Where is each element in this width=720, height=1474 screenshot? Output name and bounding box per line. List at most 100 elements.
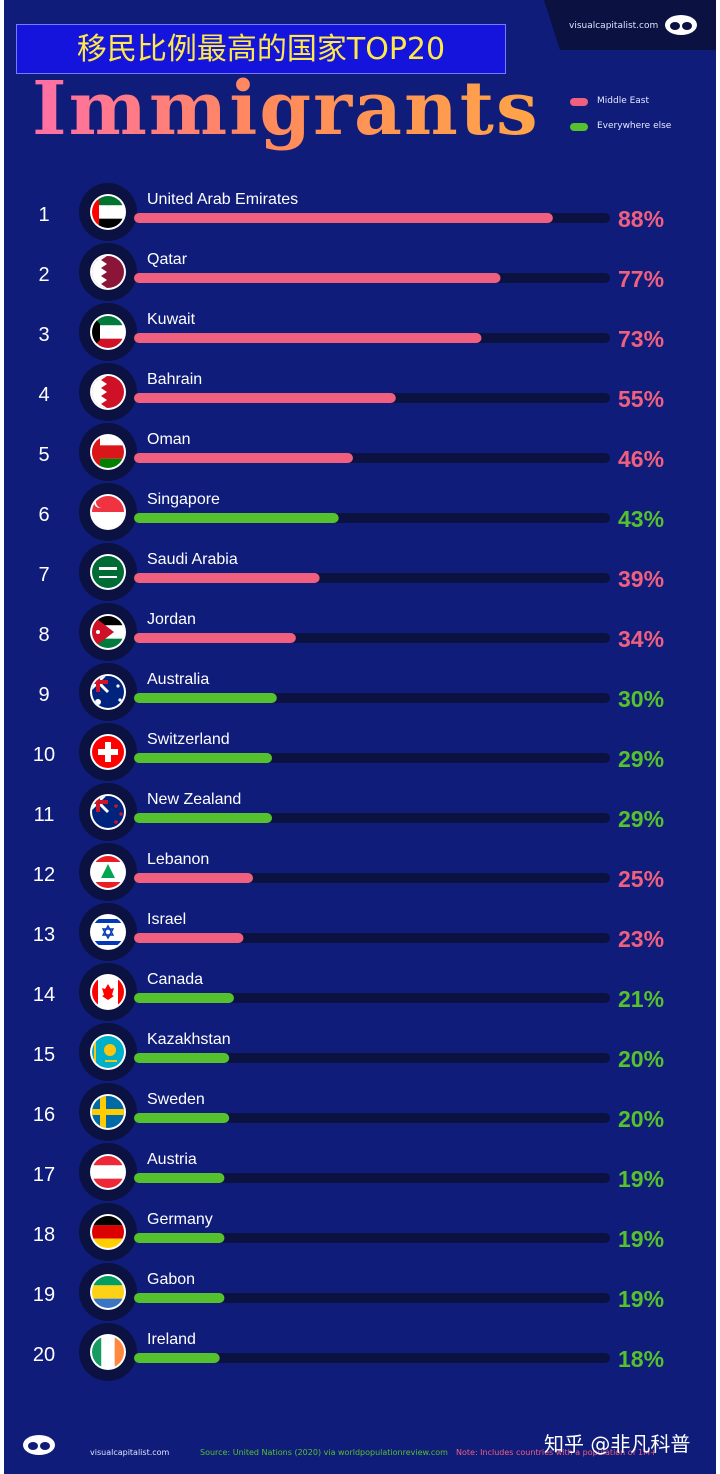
kuwait-flag-icon (92, 316, 124, 348)
value-label: 43% (618, 506, 664, 532)
footer-note: Note: Includes countries with a populati… (456, 1448, 657, 1457)
country-label: New Zealand (147, 791, 241, 808)
chart-row: 11 New Zealand 29% (34, 783, 664, 841)
value-label: 18% (618, 1346, 664, 1372)
bar-track (134, 1353, 610, 1363)
value-label: 29% (618, 746, 664, 772)
chart-row: 20 Ireland 18% (33, 1323, 664, 1381)
bar-track (134, 993, 610, 1003)
switzerland-flag-icon (92, 736, 124, 768)
rank-label: 8 (38, 624, 49, 646)
country-label: Sweden (147, 1091, 205, 1108)
visual-capitalist-logo-icon (664, 14, 698, 36)
bar-canada (134, 993, 234, 1003)
bar-track (134, 1053, 610, 1063)
country-label: Qatar (147, 251, 188, 268)
bar-lebanon (134, 873, 253, 883)
bar-ireland (134, 1353, 220, 1363)
bar-track (134, 1173, 610, 1183)
chart-row: 14 Canada 21% (33, 963, 664, 1021)
kazakhstan-flag-icon (92, 1036, 124, 1068)
chart-row: 18 Germany 19% (33, 1203, 664, 1261)
chart-row: 8 Jordan 34% (38, 603, 664, 661)
country-label: Ireland (147, 1331, 196, 1348)
country-label: Oman (147, 431, 191, 448)
value-label: 25% (618, 866, 664, 892)
bar-qatar (134, 273, 501, 283)
main-title: Immigrants (32, 66, 540, 152)
chart-row: 13 Israel 23% (33, 903, 664, 961)
rank-label: 1 (38, 204, 49, 226)
country-label: Gabon (147, 1271, 195, 1288)
value-label: 20% (618, 1046, 664, 1072)
footer-logo-icon (22, 1434, 56, 1456)
bar-kazakhstan (134, 1053, 230, 1063)
chart-row: 4 Bahrain 55% (38, 363, 664, 421)
singapore-flag-icon (92, 496, 124, 528)
bar-oman (134, 453, 353, 463)
value-label: 46% (618, 446, 664, 472)
rank-label: 19 (33, 1284, 55, 1306)
new-zealand-flag-icon (92, 796, 124, 828)
chart-row: 17 Austria 19% (33, 1143, 664, 1201)
chart-row: 9 Australia 30% (38, 663, 664, 721)
chart-row: 15 Kazakhstan 20% (33, 1023, 664, 1081)
chart-row: 6 Singapore 43% (38, 483, 664, 541)
legend-label-everywhere-else: Everywhere else (597, 121, 672, 131)
bar-kuwait (134, 333, 482, 343)
value-label: 39% (618, 566, 664, 592)
bar-track (134, 873, 610, 883)
chart-row: 5 Oman 46% (38, 423, 664, 481)
value-label: 77% (618, 266, 664, 292)
rank-label: 16 (33, 1104, 55, 1126)
bar-saudi-arabia (134, 573, 320, 583)
value-label: 55% (618, 386, 664, 412)
rank-label: 2 (38, 264, 49, 286)
oman-flag-icon (92, 436, 124, 468)
footer-source: Source: United Nations (2020) via worldp… (200, 1448, 448, 1457)
bar-new-zealand (134, 813, 273, 823)
bar-united-arab-emirates (134, 213, 553, 223)
rank-label: 20 (33, 1344, 55, 1366)
legend-swatch-middle-east (570, 98, 588, 106)
rank-label: 17 (33, 1164, 55, 1186)
country-label: United Arab Emirates (147, 191, 298, 208)
rank-label: 3 (38, 324, 49, 346)
overlay-title-banner: 移民比例最高的国家TOP20 (16, 24, 506, 74)
footer-brand: visualcapitalist.com (90, 1448, 170, 1457)
value-label: 19% (618, 1166, 664, 1192)
sweden-flag-icon (92, 1096, 124, 1128)
qatar-flag-icon (92, 256, 124, 288)
rank-label: 12 (33, 864, 55, 886)
country-label: Saudi Arabia (147, 551, 238, 568)
country-label: Austria (147, 1151, 197, 1168)
bar-jordan (134, 633, 296, 643)
bar-sweden (134, 1113, 230, 1123)
chart-row: 16 Sweden 20% (33, 1083, 664, 1141)
chart-row: 2 Qatar 77% (38, 243, 664, 301)
chart-row: 12 Lebanon 25% (33, 843, 664, 901)
chart-row: 10 Switzerland 29% (33, 723, 664, 781)
rank-label: 14 (33, 984, 55, 1006)
chart-row: 19 Gabon 19% (33, 1263, 664, 1321)
bahrain-flag-icon (92, 376, 124, 408)
country-label: Jordan (147, 611, 196, 628)
rank-label: 18 (33, 1224, 55, 1246)
value-label: 34% (618, 626, 664, 652)
rank-label: 4 (38, 384, 49, 406)
bar-austria (134, 1173, 225, 1183)
country-label: Bahrain (147, 371, 202, 388)
israel-flag-icon (92, 916, 124, 948)
brand-url: visualcapitalist.com (569, 21, 659, 31)
rank-label: 13 (33, 924, 55, 946)
germany-flag-icon (92, 1216, 124, 1248)
bar-gabon (134, 1293, 225, 1303)
country-label: Lebanon (147, 851, 209, 868)
country-label: Switzerland (147, 731, 230, 748)
value-label: 29% (618, 806, 664, 832)
bar-bahrain (134, 393, 396, 403)
legend-label-middle-east: Middle East (597, 96, 650, 106)
rank-label: 9 (38, 684, 49, 706)
bar-israel (134, 933, 244, 943)
chart-row: 1 United Arab Emirates 88% (38, 183, 664, 241)
